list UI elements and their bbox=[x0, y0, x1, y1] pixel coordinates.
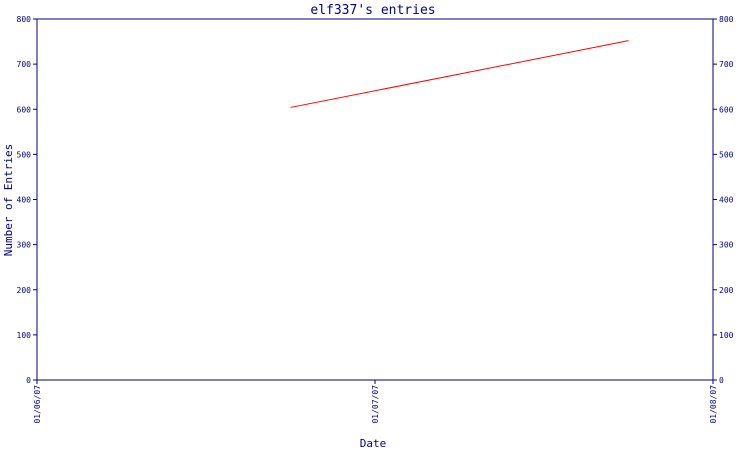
y-tick-label-right: 400 bbox=[719, 196, 734, 205]
y-tick-label-left: 0 bbox=[26, 376, 31, 385]
y-tick-label-right: 300 bbox=[719, 241, 734, 250]
x-axis: 01/06/07 01/07/07 01/08/07 bbox=[33, 380, 718, 424]
x-tick-label: 01/06/07 bbox=[33, 385, 42, 424]
y-tick-label-right: 500 bbox=[719, 150, 734, 159]
y-tick-label-right: 200 bbox=[719, 286, 734, 295]
y-tick-label-left: 400 bbox=[17, 196, 32, 205]
y-tick-label-left: 600 bbox=[17, 105, 32, 114]
y-tick-label-left: 300 bbox=[17, 241, 32, 250]
y-tick-label-right: 700 bbox=[719, 60, 734, 69]
y-tick-label-left: 800 bbox=[17, 15, 32, 24]
plot-frame bbox=[36, 18, 714, 381]
y-axis-left: 0 100 200 300 400 500 600 700 800 bbox=[17, 15, 37, 385]
x-tick-label: 01/07/07 bbox=[371, 385, 380, 424]
y-tick-label-right: 100 bbox=[719, 331, 734, 340]
y-axis-label: Number of Entries bbox=[2, 144, 15, 257]
chart-title: elf337's entries bbox=[310, 3, 435, 18]
x-axis-label: Date bbox=[360, 437, 387, 450]
x-tick-label: 01/08/07 bbox=[709, 385, 718, 424]
y-axis-right: 0 100 200 300 400 500 600 700 800 bbox=[713, 15, 734, 385]
y-tick-label-left: 100 bbox=[17, 331, 32, 340]
y-tick-label-right: 0 bbox=[719, 376, 724, 385]
y-tick-label-left: 700 bbox=[17, 60, 32, 69]
series-layer bbox=[290, 40, 629, 108]
y-tick-label-right: 800 bbox=[719, 15, 734, 24]
y-tick-label-right: 600 bbox=[719, 105, 734, 114]
y-tick-label-left: 200 bbox=[17, 286, 32, 295]
series-line bbox=[290, 40, 629, 108]
y-tick-label-left: 500 bbox=[17, 150, 32, 159]
